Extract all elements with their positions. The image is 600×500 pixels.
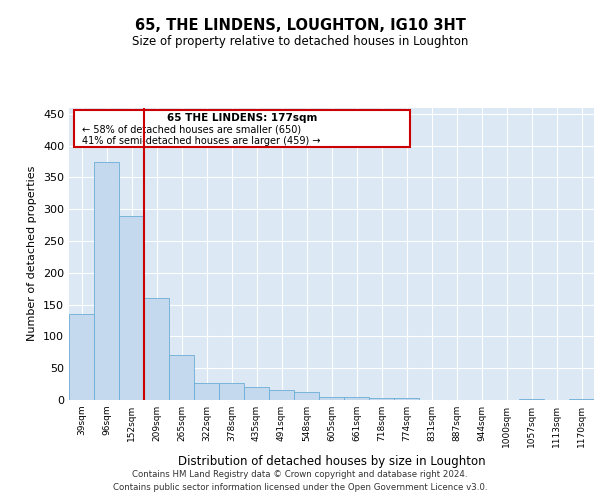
Bar bbox=[369, 398, 394, 400]
Bar bbox=[219, 383, 244, 400]
FancyBboxPatch shape bbox=[74, 110, 410, 147]
Bar bbox=[194, 383, 219, 400]
Text: Contains HM Land Registry data © Crown copyright and database right 2024.: Contains HM Land Registry data © Crown c… bbox=[132, 470, 468, 479]
Bar bbox=[344, 397, 369, 400]
Bar bbox=[294, 392, 319, 400]
Bar bbox=[144, 298, 169, 400]
Text: Size of property relative to detached houses in Loughton: Size of property relative to detached ho… bbox=[132, 35, 468, 48]
Bar bbox=[69, 314, 94, 400]
Text: Contains public sector information licensed under the Open Government Licence v3: Contains public sector information licen… bbox=[113, 484, 487, 492]
Text: 41% of semi-detached houses are larger (459) →: 41% of semi-detached houses are larger (… bbox=[82, 136, 320, 146]
Y-axis label: Number of detached properties: Number of detached properties bbox=[28, 166, 37, 342]
Bar bbox=[394, 398, 419, 400]
Bar bbox=[94, 162, 119, 400]
X-axis label: Distribution of detached houses by size in Loughton: Distribution of detached houses by size … bbox=[178, 456, 485, 468]
Bar bbox=[169, 356, 194, 400]
Bar bbox=[244, 388, 269, 400]
Text: 65, THE LINDENS, LOUGHTON, IG10 3HT: 65, THE LINDENS, LOUGHTON, IG10 3HT bbox=[134, 18, 466, 32]
Text: ← 58% of detached houses are smaller (650): ← 58% of detached houses are smaller (65… bbox=[82, 124, 301, 134]
Text: 65 THE LINDENS: 177sqm: 65 THE LINDENS: 177sqm bbox=[167, 112, 317, 122]
Bar bbox=[269, 390, 294, 400]
Bar bbox=[319, 397, 344, 400]
Bar bbox=[119, 216, 144, 400]
